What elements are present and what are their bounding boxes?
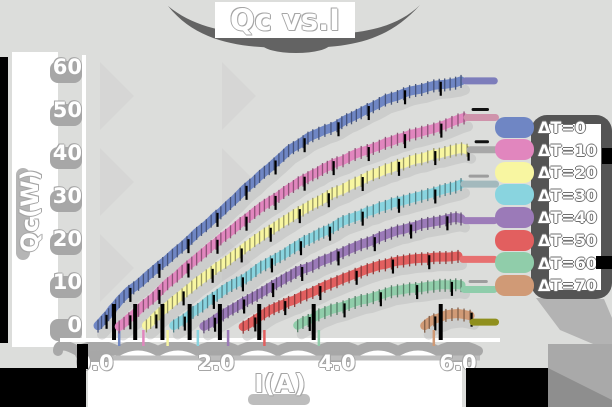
series-ΔT=10 <box>114 107 500 346</box>
x-axis-shadow <box>53 340 483 357</box>
legend-swatch-ΔT=50 <box>495 229 534 251</box>
y-tick-label-10: 10 <box>52 270 82 294</box>
x-axis-label: I(A) <box>254 369 306 398</box>
series-ΔT=50 <box>238 249 498 346</box>
series-shadow-2 <box>145 152 477 340</box>
y-tick-label-0: 0 <box>67 313 82 337</box>
legend-label-ΔT=20: ΔT=20 <box>538 163 597 183</box>
legend-swatch-ΔT=20 <box>495 161 534 183</box>
series-shadow-6 <box>296 288 470 340</box>
series-shadow-3 <box>172 188 470 340</box>
legend-label-ΔT=30: ΔT=30 <box>538 185 597 205</box>
legend-text-strip <box>549 124 601 290</box>
series-band <box>169 179 466 330</box>
y-tick-label-30: 30 <box>52 184 82 208</box>
right-edge-black-sliver-1 <box>602 148 612 164</box>
y-axis-label: Qc(W) <box>16 169 44 253</box>
legend-label-ΔT=50: ΔT=50 <box>538 231 597 250</box>
legend-shadow <box>536 298 612 352</box>
series-ΔT=40 <box>199 211 498 346</box>
y-tick-label-60: 60 <box>52 55 82 79</box>
legend-label-ΔT=0: ΔT=0 <box>538 118 586 137</box>
series-shadow-4 <box>202 221 470 341</box>
series-ΔT=0 <box>93 74 498 346</box>
series-shadow-0 <box>97 84 470 340</box>
x-axis-label-shadow <box>248 394 310 405</box>
legend-swatch-ΔT=70 <box>495 274 534 296</box>
series-ΔT=30 <box>169 174 500 346</box>
legend-swatch-ΔT=10 <box>495 139 534 161</box>
watermark-chevron-3 <box>222 62 256 130</box>
bottom-left-black-block <box>0 368 86 407</box>
legend-label-ΔT=70: ΔT=70 <box>538 276 597 296</box>
axis-black-mark <box>77 344 88 369</box>
legend-swatch-ΔT=40 <box>495 206 534 228</box>
ytick-shadow-1 <box>50 276 82 298</box>
series-shadow-5 <box>242 259 467 341</box>
right-edge-black-sliver-2 <box>596 256 612 269</box>
bottom-right-black-block <box>466 368 548 407</box>
ytick-shadow-0 <box>50 319 82 341</box>
y-tick-label-20: 20 <box>52 227 82 251</box>
chart-title: Qc vs.I <box>230 3 340 37</box>
y-tick-label-50: 50 <box>52 98 82 122</box>
series-band <box>238 251 463 332</box>
legend-swatch-ΔT=30 <box>495 184 534 206</box>
legend-swatch-ΔT=0 <box>495 116 534 138</box>
legend-label-ΔT=10: ΔT=10 <box>538 140 597 160</box>
x-tick-label-2.0: 2.0 <box>197 351 235 375</box>
x-tick-label-4.0: 4.0 <box>318 351 356 375</box>
y-axis-label-shadow <box>16 168 30 260</box>
legend-swatch-ΔT=60 <box>495 252 534 274</box>
left-edge-black-strip <box>0 57 8 343</box>
ytick-shadow-4 <box>50 147 82 169</box>
ytick-shadow-6 <box>50 61 82 83</box>
watermark-chevron-1 <box>100 148 134 216</box>
legend-label-ΔT=40: ΔT=40 <box>538 208 597 228</box>
ytick-shadow-3 <box>50 190 82 212</box>
watermark-chevron-0 <box>100 62 134 130</box>
watermark-chevron-2 <box>100 234 134 302</box>
series-ΔT=20 <box>141 140 500 346</box>
series-ΔT=60 <box>293 278 498 346</box>
title-white-box <box>215 2 355 38</box>
ytick-shadow-5 <box>50 104 82 126</box>
bottom-right-gray-wedge <box>548 368 612 407</box>
series-ΔT=70 <box>420 304 500 346</box>
title-shadow-bump <box>262 35 330 53</box>
series-shadow-1 <box>118 121 473 341</box>
ytick-shadow-2 <box>50 233 82 255</box>
legend-label-ΔT=60: ΔT=60 <box>538 253 597 273</box>
y-tick-label-40: 40 <box>52 141 82 165</box>
series-band <box>199 212 466 331</box>
